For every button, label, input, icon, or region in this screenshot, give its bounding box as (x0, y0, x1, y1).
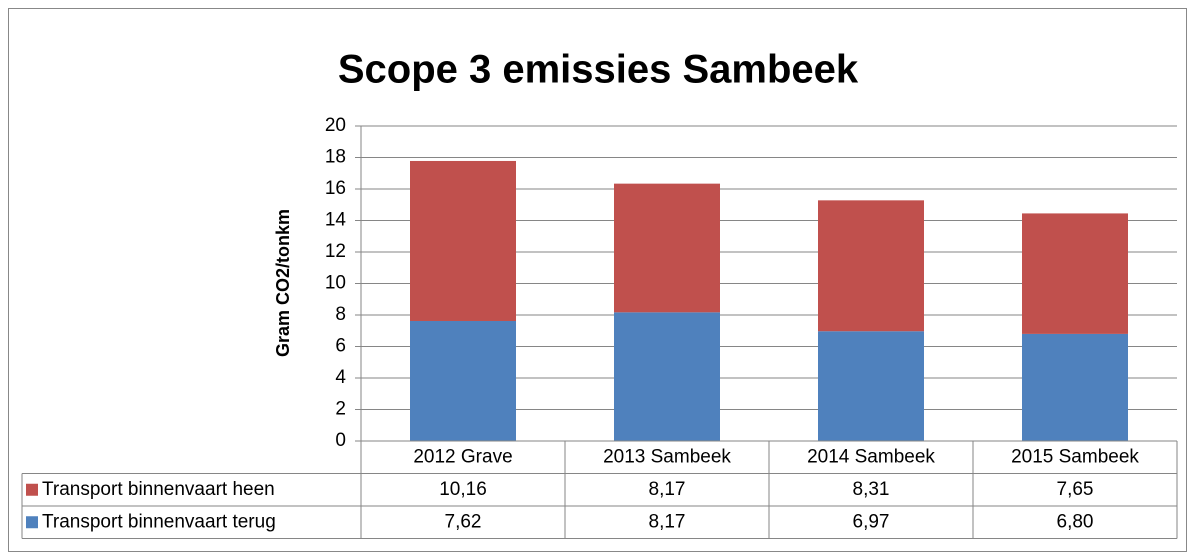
y-tick-label: 4 (335, 367, 346, 388)
x-tick-label: 2014 Sambeek (807, 446, 935, 467)
y-tick-label: 6 (335, 336, 346, 357)
chart-title: Scope 3 emissies Sambeek (338, 48, 859, 92)
y-axis-label: Gram CO2/tonkm (273, 209, 293, 357)
y-tick-label: 0 (335, 430, 346, 451)
x-tick-label: 2013 Sambeek (603, 446, 731, 467)
legend-key (26, 516, 38, 529)
y-tick-label: 20 (325, 115, 346, 136)
y-tick-label: 18 (325, 147, 346, 168)
x-tick-label: 2012 Grave (413, 446, 512, 467)
table-value: 6,80 (1057, 511, 1094, 532)
y-tick-label: 10 (325, 273, 346, 294)
table-value: 7,65 (1057, 479, 1094, 500)
bar-segment (818, 200, 924, 332)
y-tick-label: 2 (335, 399, 346, 420)
legend-label: Transport binnenvaart heen (42, 479, 275, 500)
chart-frame (8, 8, 1187, 552)
y-tick-label: 16 (325, 178, 346, 199)
y-tick-label: 8 (335, 304, 346, 325)
bar-segment (1022, 213, 1128, 334)
table-value: 6,97 (853, 511, 890, 532)
table-value: 8,17 (649, 511, 686, 532)
y-tick-label: 14 (325, 210, 347, 231)
bar-segment (614, 312, 720, 441)
bar-segment (410, 160, 516, 321)
legend-key (26, 483, 38, 496)
table-value: 10,16 (439, 479, 487, 500)
x-tick-label: 2015 Sambeek (1011, 446, 1139, 467)
table-value: 8,31 (853, 479, 890, 500)
table-value: 7,62 (445, 511, 482, 532)
bar-segment (1022, 333, 1128, 441)
bar-segment (614, 183, 720, 313)
bar-segment (818, 331, 924, 441)
legend-label: Transport binnenvaart terug (42, 511, 276, 532)
y-tick-label: 12 (325, 241, 346, 262)
table-value: 8,17 (649, 479, 686, 500)
bar-segment (410, 320, 516, 441)
